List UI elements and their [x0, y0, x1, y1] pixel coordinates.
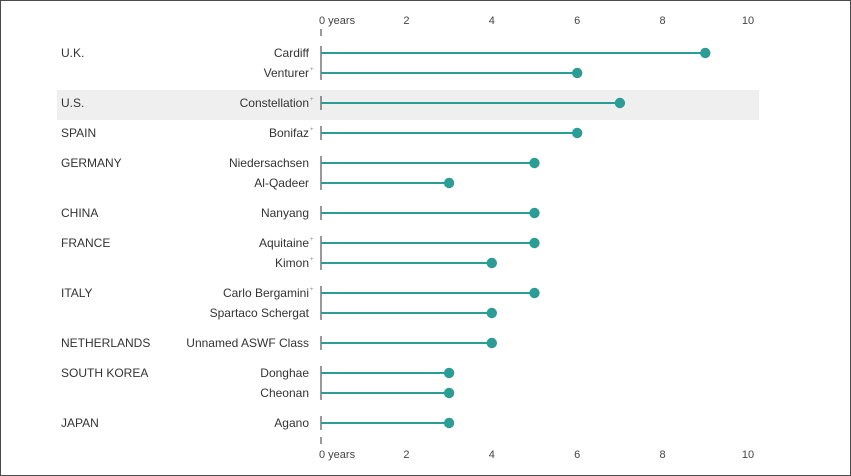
x-tick-label-bottom: 4	[489, 449, 495, 461]
lollipop-point	[443, 367, 455, 379]
lollipop-point	[700, 47, 711, 59]
lollipop-point	[443, 417, 455, 429]
x-tick-label-top: 2	[403, 15, 409, 27]
x-tick-label-top: 8	[660, 15, 666, 27]
lollipop-point	[443, 177, 455, 189]
country-label: JAPAN	[61, 416, 99, 430]
vessel-label: Kimon	[275, 256, 309, 270]
x-tick-label-bottom: 0 years	[319, 449, 356, 461]
footnote-marker: +	[310, 257, 314, 263]
country-label: GERMANY	[61, 156, 122, 170]
lollipop-point	[529, 237, 540, 249]
country-label: U.S.	[61, 96, 84, 110]
country-label: ITALY	[61, 286, 93, 300]
country-label: U.K.	[61, 46, 84, 60]
x-tick-label-top: 4	[489, 15, 495, 27]
lollipop-point	[486, 337, 497, 349]
x-tick-label-top: 0 years	[319, 15, 356, 27]
footnote-marker: +	[310, 67, 314, 73]
highlight-band	[57, 90, 759, 120]
vessel-label: Spartaco Schergat	[210, 306, 310, 320]
lollipop-point	[486, 257, 497, 269]
x-tick-label-bottom: 2	[403, 449, 409, 461]
vessel-label: Cardiff	[274, 46, 310, 60]
footnote-marker: +	[310, 127, 314, 133]
axis-layer: 0 years 0 years 2 2 4 4 6 6 8 8 10 10	[319, 15, 754, 461]
lollipop-point	[529, 157, 540, 169]
vessel-label: Al-Qadeer	[254, 176, 309, 190]
x-tick-label-bottom: 6	[574, 449, 580, 461]
vessel-label: Bonifaz	[269, 126, 309, 140]
x-tick-label-top: 10	[742, 15, 754, 27]
lollipop-point	[572, 67, 583, 79]
x-tick-label-bottom: 10	[742, 449, 754, 461]
lollipop-point	[443, 387, 455, 399]
country-label: SOUTH KOREA	[61, 366, 148, 380]
lollipop-point	[572, 127, 583, 139]
lollipop-point	[529, 287, 540, 299]
vessel-label: Aquitaine	[259, 236, 309, 250]
vessel-label: Agano	[274, 416, 309, 430]
lollipop-point	[486, 307, 497, 319]
country-label: NETHERLANDS	[61, 336, 150, 350]
footnote-marker: +	[310, 287, 314, 293]
lollipop-point	[529, 207, 540, 219]
highlight-band-layer	[57, 90, 759, 120]
footnote-marker: +	[310, 97, 314, 103]
footnote-marker: +	[310, 237, 314, 243]
vessel-label: Niedersachsen	[229, 156, 309, 170]
vessel-label: Donghae	[260, 366, 309, 380]
vessel-label: Venturer	[264, 66, 309, 80]
country-label: CHINA	[61, 206, 98, 220]
x-tick-label-bottom: 8	[660, 449, 666, 461]
vessel-label: Nanyang	[261, 206, 309, 220]
vessel-label: Cheonan	[260, 386, 309, 400]
country-label: FRANCE	[61, 236, 110, 250]
vessel-label: Unnamed ASWF Class	[186, 336, 309, 350]
vessel-label: Carlo Bergamini	[223, 286, 309, 300]
x-tick-label-top: 6	[574, 15, 580, 27]
country-label: SPAIN	[61, 126, 96, 140]
lollipop-point	[614, 97, 626, 109]
vessel-label: Constellation	[240, 96, 309, 110]
